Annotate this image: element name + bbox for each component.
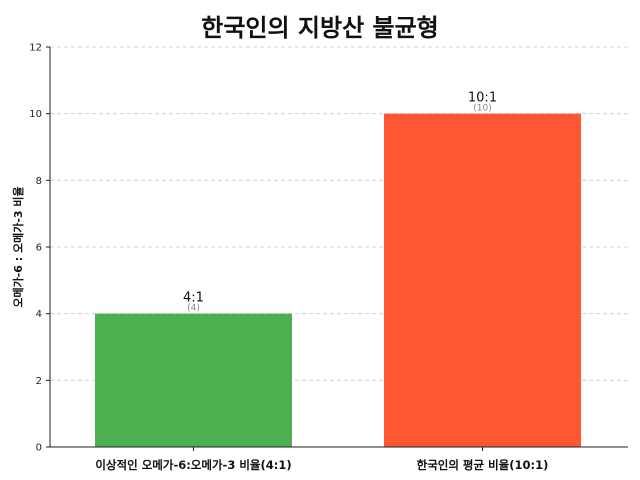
y-tick-label: 8 xyxy=(36,176,42,187)
y-tick-label: 12 xyxy=(29,43,42,54)
bar-value-label: 4:1 xyxy=(183,291,204,306)
y-axis-label: 오메가-6 : 오메가-3 비율 xyxy=(11,186,25,307)
bars: 4:1(4) 10:1(10) xyxy=(95,91,581,448)
bar xyxy=(95,313,292,447)
y-tick-label: 2 xyxy=(36,376,42,387)
y-tick-label: 4 xyxy=(36,309,42,320)
bar xyxy=(384,113,581,448)
y-tick-label: 0 xyxy=(36,443,42,454)
x-tick-label: 한국인의 평균 비율(10:1) xyxy=(417,458,549,472)
grid-lines xyxy=(50,46,628,381)
y-tick-label: 6 xyxy=(36,243,42,254)
bar-value-sublabel: (10) xyxy=(473,104,491,114)
x-axis-ticks: 이상적인 오메가-6:오메가-3 비율(4:1) 한국인의 평균 비율(10:1) xyxy=(95,447,548,472)
chart-title: 한국인의 지방산 불균형 xyxy=(201,14,439,42)
bar-value-sublabel: (4) xyxy=(187,304,200,314)
y-axis-ticks: 0 2 4 6 8 10 12 xyxy=(29,43,50,454)
bar-value-label: 10:1 xyxy=(468,91,497,106)
x-tick-label: 이상적인 오메가-6:오메가-3 비율(4:1) xyxy=(95,458,291,472)
y-tick-label: 10 xyxy=(29,109,42,120)
